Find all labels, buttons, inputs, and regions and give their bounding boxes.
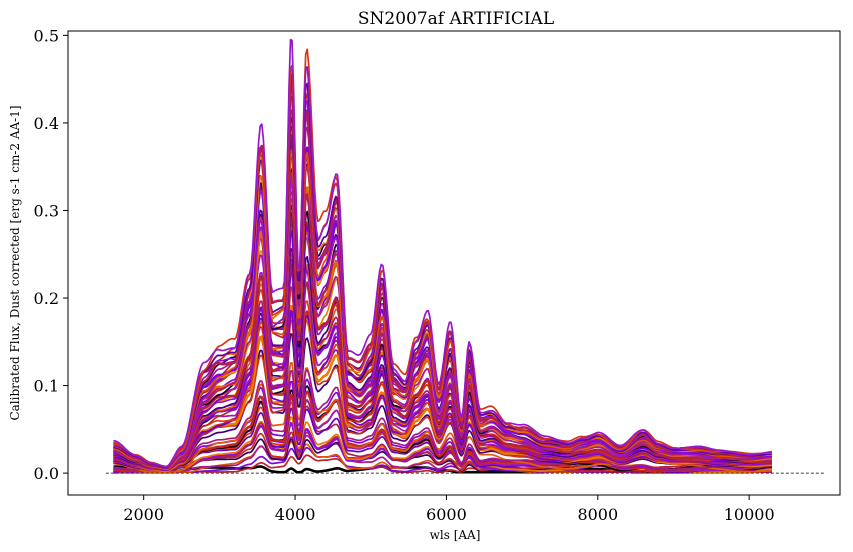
x-axis: 2000 4000 6000 8000 10000	[123, 495, 775, 524]
x-axis-label: wls [AA]	[430, 528, 481, 542]
spectrum-series-line	[113, 48, 772, 468]
plot-area	[105, 38, 825, 474]
y-tick-label: 0.2	[34, 289, 59, 308]
spectrum-series-line	[113, 74, 773, 469]
plot-frame	[67, 30, 841, 496]
y-tick-label: 0.0	[34, 464, 59, 483]
spectrum-series-line	[113, 405, 772, 474]
y-tick-label: 0.4	[34, 114, 59, 133]
y-axis-label: Calibrated Flux, Dust corrected [erg s-1…	[8, 105, 22, 420]
spectrum-series-line	[113, 369, 772, 471]
x-tick-label: 6000	[426, 505, 467, 524]
chart-title: SN2007af ARTIFICIAL	[358, 9, 554, 29]
x-tick-label: 10000	[724, 505, 775, 524]
y-tick-label: 0.5	[34, 26, 59, 45]
y-axis: 0.0 0.1 0.2 0.3 0.4 0.5	[34, 26, 68, 483]
spectrum-series-line	[113, 38, 773, 468]
x-tick-label: 8000	[577, 505, 618, 524]
y-tick-label: 0.3	[34, 201, 59, 220]
x-tick-label: 2000	[123, 505, 164, 524]
y-tick-label: 0.1	[34, 377, 59, 396]
x-tick-label: 4000	[275, 505, 316, 524]
